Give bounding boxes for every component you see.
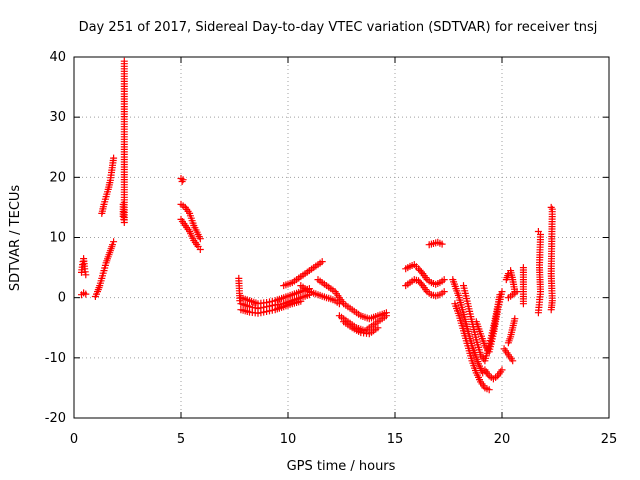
data-point	[498, 366, 506, 374]
data-point	[374, 324, 382, 332]
x-tick-label: 20	[494, 432, 511, 447]
data-point	[440, 276, 448, 284]
data-point	[417, 280, 425, 288]
data-point	[513, 288, 521, 296]
data-point	[519, 300, 527, 308]
data-point	[82, 271, 90, 279]
y-tick-label: -10	[45, 351, 66, 366]
data-points	[78, 57, 556, 394]
data-point	[119, 212, 127, 220]
data-point	[511, 315, 519, 323]
data-point	[485, 386, 493, 394]
data-point	[109, 241, 116, 249]
grid-layer	[74, 57, 609, 418]
data-point	[547, 203, 555, 211]
y-tick-label: 40	[49, 50, 66, 65]
data-point	[438, 240, 446, 248]
data-point	[196, 235, 204, 243]
x-tick-label: 0	[70, 432, 78, 447]
data-point	[179, 176, 187, 184]
y-tick-label: 20	[49, 170, 66, 185]
data-point	[509, 357, 517, 365]
data-point	[382, 312, 390, 320]
data-point	[82, 290, 90, 298]
y-tick-label: -20	[45, 411, 66, 426]
data-point	[318, 258, 326, 266]
data-point	[534, 309, 542, 317]
data-point	[110, 238, 118, 246]
tick-layer: 0 5 10 15 20 25 -20 -10 0 10 20 30 40	[45, 50, 618, 447]
data-point	[417, 268, 425, 276]
x-tick-label: 10	[280, 432, 297, 447]
data-point	[547, 306, 555, 314]
data-point	[110, 154, 118, 162]
data-point	[81, 268, 89, 276]
y-tick-label: 30	[49, 110, 66, 125]
x-axis-label: GPS time / hours	[287, 459, 396, 474]
x-tick-label: 5	[177, 432, 185, 447]
x-tick-label: 15	[387, 432, 404, 447]
y-axis-label: SDTVAR / TECUs	[8, 185, 23, 292]
data-point	[498, 288, 506, 296]
y-tick-label: 10	[49, 231, 66, 246]
x-tick-label: 25	[601, 432, 618, 447]
data-point	[196, 246, 204, 253]
y-tick-label: 0	[58, 291, 66, 306]
data-point	[120, 57, 128, 65]
data-point	[440, 288, 448, 296]
chart-title: Day 251 of 2017, Sidereal Day-to-day VTE…	[79, 20, 598, 35]
data-point	[297, 297, 305, 305]
